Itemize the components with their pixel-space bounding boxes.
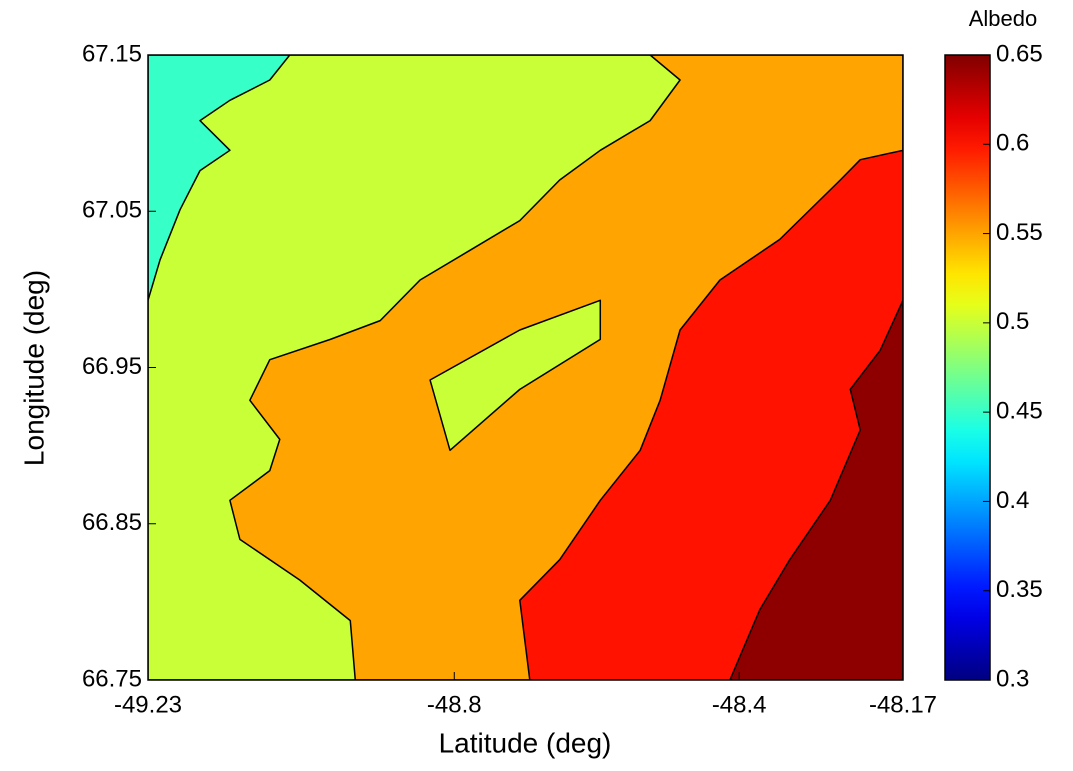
contour-region <box>729 299 903 680</box>
colorbar <box>944 54 991 681</box>
y-tick-label: 66.95 <box>82 353 142 380</box>
colorbar-tick-label: 0.65 <box>996 40 1043 67</box>
y-tick-label: 66.75 <box>82 665 142 692</box>
contour-region <box>148 55 291 302</box>
colorbar-tick-label: 0.45 <box>996 397 1043 424</box>
y-tick-label: 67.15 <box>82 40 142 67</box>
x-tick-label: -48.4 <box>712 691 767 718</box>
x-tick-label: -49.23 <box>114 691 182 718</box>
plot-area <box>148 55 903 680</box>
colorbar-tick-label: 0.3 <box>996 665 1029 692</box>
contour-region <box>429 299 602 452</box>
x-tick-label: -48.17 <box>869 691 937 718</box>
colorbar-tick-label: 0.5 <box>996 308 1029 335</box>
x-axis-label: Latitude (deg) <box>439 727 612 758</box>
y-tick-label: 66.85 <box>82 509 142 536</box>
x-tick-label: -48.8 <box>427 691 482 718</box>
colorbar-label: Albedo <box>969 6 1038 31</box>
colorbar-tick-label: 0.6 <box>996 130 1029 157</box>
colorbar-tick-label: 0.35 <box>996 576 1043 603</box>
y-tick-label: 67.05 <box>82 197 142 224</box>
colorbar-tick-label: 0.4 <box>996 487 1029 514</box>
y-axis-label: Longitude (deg) <box>18 270 49 466</box>
colorbar-tick-label: 0.55 <box>996 219 1043 246</box>
